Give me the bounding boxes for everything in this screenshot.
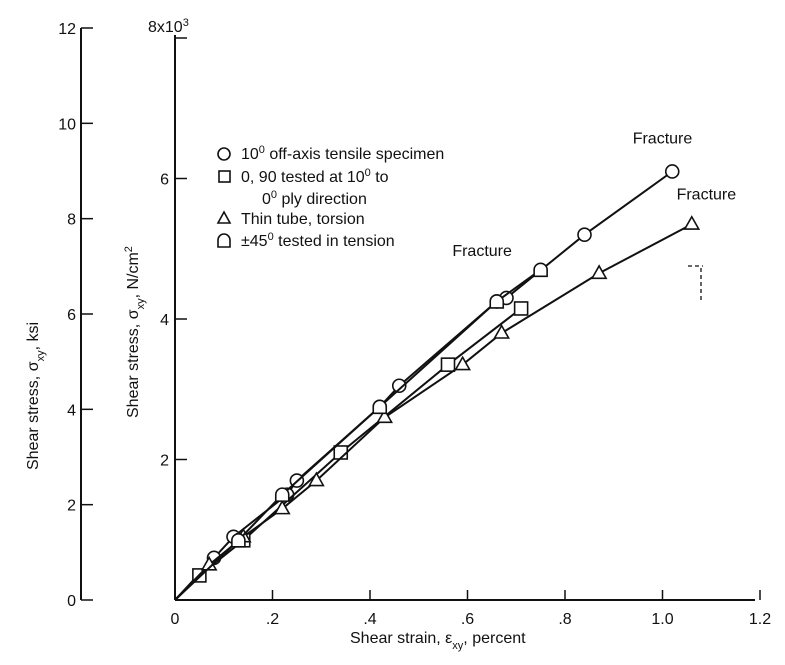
legend-label-square: 0, 90 tested at 100 to	[241, 167, 389, 186]
legend-label-triangle: Thin tube, torsion	[241, 211, 365, 228]
x-tick-label: .8	[558, 611, 571, 628]
x-axis-title: Shear strain, εxy, percent	[350, 630, 526, 652]
y-left-tick-label: 10	[58, 116, 76, 133]
legend-marker-square	[218, 170, 231, 183]
data-point-square	[440, 357, 456, 372]
data-point-triangle	[493, 324, 510, 339]
data-point-dshape	[489, 294, 505, 309]
fracture-annotation: Fracture	[452, 243, 512, 260]
series-layer	[174, 164, 701, 601]
x-tick-label: .6	[461, 611, 474, 628]
legend: 100 off-axis tensile specimen 0, 90 test…	[216, 144, 444, 250]
y-left-tick-label: 8	[67, 212, 76, 229]
data-point-triangle	[273, 499, 291, 515]
annotation-layer: Fracture Fracture Fracture	[452, 130, 736, 259]
legend-marker-dshape	[217, 233, 231, 248]
data-point-dshape	[533, 262, 548, 278]
y-left-tick-label: 12	[58, 21, 76, 38]
y-left-tick-label: 2	[67, 498, 76, 515]
left-ksi-axis-title: Shear stress, σxy, ksi	[25, 322, 47, 470]
data-point-square	[513, 301, 529, 316]
data-point-triangle	[454, 355, 471, 371]
y-inner-tick-label: 4	[160, 312, 169, 329]
inner-axis-top-label: 8x103	[148, 17, 189, 36]
y-left-tick-label: 4	[67, 402, 76, 419]
data-point-dshape	[372, 399, 388, 415]
x-tick-label: .4	[363, 611, 376, 628]
y-left-tick-label: 0	[67, 593, 76, 610]
ticks-layer: 0 .2 .4 .6 .8 1.0 1.2 0 2 4 6 8 10 12 2 4 6	[58, 21, 771, 628]
data-point-triangle	[376, 408, 393, 424]
axes	[80, 28, 755, 601]
x-tick-label: 0	[171, 611, 180, 628]
data-point-dshape	[231, 532, 246, 548]
legend-label-circle: 100 off-axis tensile specimen	[241, 144, 444, 163]
y-inner-tick-label: 6	[160, 172, 169, 189]
data-point-triangle	[683, 215, 701, 230]
inner-ncm2-axis-title: Shear stress, σxy, N/cm2	[123, 246, 147, 418]
legend-marker-triangle	[216, 210, 232, 224]
legend-label-square-cont: 00 ply direction	[262, 189, 367, 208]
series-line-dshape	[174, 268, 542, 601]
fracture-annotation: Fracture	[677, 187, 737, 204]
legend-label-dshape: ±450 tested in tension	[241, 231, 395, 250]
data-point-circle	[577, 227, 592, 242]
series-line-triangle	[174, 223, 693, 601]
legend-marker-circle	[217, 147, 231, 161]
data-point-dshape	[274, 487, 290, 502]
x-tick-label: 1.2	[749, 611, 771, 628]
y-left-tick-label: 6	[67, 307, 76, 324]
x-tick-label: .2	[266, 611, 279, 628]
y-inner-tick-label: 2	[160, 453, 169, 470]
data-point-triangle	[590, 264, 608, 280]
data-point-circle	[664, 164, 680, 179]
fracture-annotation: Fracture	[633, 130, 693, 147]
data-point-triangle	[308, 471, 325, 487]
x-tick-label: 1.0	[651, 611, 673, 628]
fracture-leaders	[688, 265, 703, 302]
data-point-circle	[391, 378, 407, 394]
